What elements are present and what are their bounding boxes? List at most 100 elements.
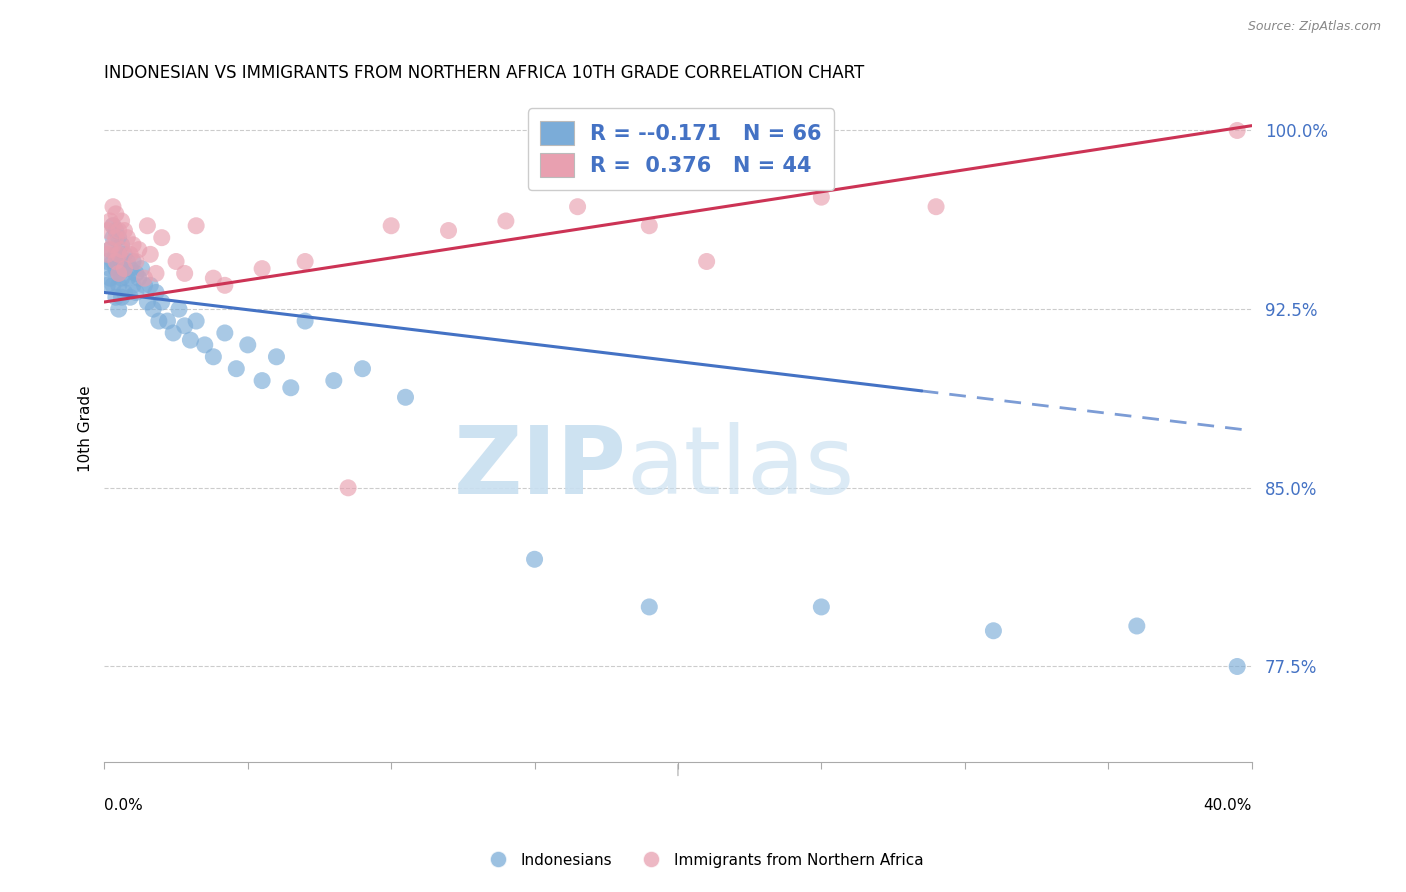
- Point: [110, 214, 132, 228]
- Point: [145, 285, 167, 300]
- Point: [179, 333, 201, 347]
- Point: [110, 290, 132, 304]
- Legend: Indonesians, Immigrants from Northern Africa: Indonesians, Immigrants from Northern Af…: [477, 847, 929, 873]
- Point: [104, 261, 127, 276]
- Point: [96, 223, 118, 237]
- Point: [110, 237, 132, 252]
- Point: [101, 254, 124, 268]
- Point: [98, 214, 121, 228]
- Text: Source: ZipAtlas.com: Source: ZipAtlas.com: [1247, 20, 1381, 33]
- Point: [104, 247, 127, 261]
- Point: [294, 254, 316, 268]
- Point: [150, 295, 173, 310]
- Point: [202, 271, 225, 285]
- Point: [104, 230, 127, 244]
- Point: [173, 267, 195, 281]
- Point: [107, 267, 129, 281]
- Y-axis label: 10th Grade: 10th Grade: [79, 385, 93, 472]
- Point: [104, 290, 127, 304]
- Point: [352, 361, 374, 376]
- Point: [638, 599, 661, 614]
- Point: [128, 243, 150, 257]
- Point: [101, 230, 124, 244]
- Point: [128, 271, 150, 285]
- Text: 40.0%: 40.0%: [1204, 798, 1251, 814]
- Point: [337, 481, 360, 495]
- Point: [107, 267, 129, 281]
- Point: [250, 261, 273, 276]
- Point: [250, 374, 273, 388]
- Point: [165, 254, 187, 268]
- Point: [134, 271, 156, 285]
- Point: [136, 219, 159, 233]
- Point: [122, 278, 145, 293]
- Point: [96, 278, 118, 293]
- Point: [280, 381, 302, 395]
- Point: [101, 219, 124, 233]
- Point: [114, 261, 136, 276]
- Point: [983, 624, 1005, 638]
- Point: [1226, 659, 1249, 673]
- Point: [194, 338, 217, 352]
- Point: [96, 254, 118, 268]
- Point: [131, 261, 153, 276]
- Point: [380, 219, 402, 233]
- Point: [107, 230, 129, 244]
- Point: [437, 223, 460, 237]
- Point: [167, 302, 190, 317]
- Point: [925, 200, 948, 214]
- Point: [107, 247, 129, 261]
- Point: [322, 374, 344, 388]
- Point: [117, 254, 139, 268]
- Point: [114, 285, 136, 300]
- Point: [162, 326, 184, 340]
- Point: [125, 254, 148, 268]
- Text: INDONESIAN VS IMMIGRANTS FROM NORTHERN AFRICA 10TH GRADE CORRELATION CHART: INDONESIAN VS IMMIGRANTS FROM NORTHERN A…: [104, 64, 865, 82]
- Point: [107, 278, 129, 293]
- Point: [120, 247, 142, 261]
- Point: [107, 247, 129, 261]
- Point: [567, 200, 589, 214]
- Point: [156, 314, 179, 328]
- Text: 0.0%: 0.0%: [104, 798, 143, 814]
- Point: [294, 314, 316, 328]
- Point: [394, 390, 416, 404]
- Point: [810, 190, 832, 204]
- Text: atlas: atlas: [626, 422, 855, 515]
- Point: [148, 314, 170, 328]
- Point: [101, 200, 124, 214]
- Point: [104, 207, 127, 221]
- Text: ZIP: ZIP: [454, 422, 626, 515]
- Point: [125, 285, 148, 300]
- Point: [110, 254, 132, 268]
- Point: [104, 254, 127, 268]
- Point: [101, 278, 124, 293]
- Point: [202, 350, 225, 364]
- Point: [134, 278, 156, 293]
- Point: [696, 254, 718, 268]
- Point: [236, 338, 259, 352]
- Point: [122, 237, 145, 252]
- Point: [186, 314, 208, 328]
- Point: [117, 230, 139, 244]
- Point: [101, 237, 124, 252]
- Point: [638, 219, 661, 233]
- Point: [110, 271, 132, 285]
- Point: [98, 243, 121, 257]
- Point: [225, 361, 247, 376]
- Point: [1126, 619, 1149, 633]
- Point: [122, 254, 145, 268]
- Point: [214, 326, 236, 340]
- Point: [110, 243, 132, 257]
- Point: [173, 318, 195, 333]
- Point: [150, 230, 173, 244]
- Point: [142, 302, 165, 317]
- Point: [98, 243, 121, 257]
- Point: [98, 261, 121, 276]
- Point: [523, 552, 546, 566]
- Point: [145, 267, 167, 281]
- Point: [495, 214, 517, 228]
- Point: [114, 247, 136, 261]
- Point: [120, 261, 142, 276]
- Point: [104, 223, 127, 237]
